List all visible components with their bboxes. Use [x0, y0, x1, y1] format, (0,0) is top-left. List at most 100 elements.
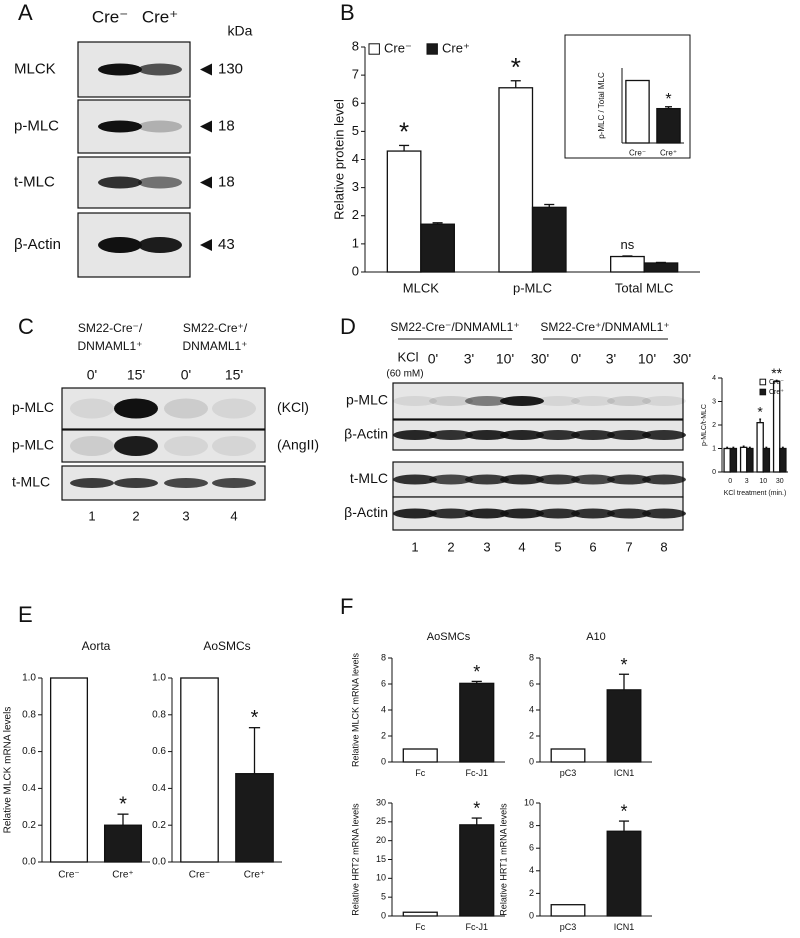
time-label: 15': [225, 367, 243, 383]
bar: [103, 824, 143, 863]
y-tick-label: 0.2: [152, 820, 166, 831]
lane-number: 1: [411, 539, 418, 554]
time-label: 0': [571, 351, 581, 367]
x-tick-label: ICN1: [614, 768, 635, 778]
band: [429, 474, 473, 485]
row-label: p-MLC: [14, 117, 59, 134]
lane-number: 2: [132, 508, 139, 523]
band: [465, 474, 509, 485]
band: [70, 436, 114, 456]
treatment-label: (AngII): [277, 437, 319, 453]
significance-label: ns: [621, 237, 635, 252]
y-tick-label: 1: [352, 235, 359, 250]
y-tick-label: 0.6: [22, 746, 36, 757]
bar: [756, 421, 764, 473]
chart-title: A10: [586, 631, 606, 643]
x-tick-label: 30: [776, 478, 784, 485]
panel-letter: F: [340, 594, 353, 619]
bar: [531, 206, 567, 273]
y-tick-label: 25: [376, 816, 386, 826]
y-tick-label: 5: [352, 123, 359, 138]
y-tick-label: 0.8: [152, 709, 166, 720]
x-tick-label: ICN1: [614, 922, 635, 932]
bar: [550, 748, 586, 763]
y-tick-label: 2: [381, 730, 386, 740]
y-tick-label: 0: [381, 910, 386, 920]
y-tick-label: 8: [381, 652, 386, 662]
y-tick-label: 0: [712, 469, 716, 476]
band: [429, 430, 473, 440]
lane-number: 3: [182, 508, 189, 523]
significance-label: *: [399, 117, 409, 147]
legend-swatch: [759, 378, 767, 386]
bar: [625, 79, 650, 144]
time-label: 15': [127, 367, 145, 383]
unit-label: kDa: [228, 23, 253, 39]
chart-title: Aorta: [82, 639, 111, 653]
band: [98, 120, 142, 133]
row-label: β-Actin: [344, 504, 388, 520]
error-bar: [765, 446, 768, 449]
bar: [779, 447, 787, 473]
x-tick-label: pC3: [560, 768, 577, 778]
legend-swatch: [759, 388, 767, 396]
error-bar: [432, 222, 443, 225]
x-tick-label: MLCK: [403, 280, 439, 295]
bar: [606, 689, 642, 763]
band: [642, 508, 686, 519]
time-label: 10': [496, 351, 514, 367]
error-bar: [399, 144, 410, 152]
y-tick-label: 6: [529, 678, 534, 688]
error-bar: [471, 817, 482, 825]
bar: [723, 447, 731, 473]
group-label: DNMAML1⁺: [182, 339, 247, 353]
bar: [402, 748, 438, 763]
size-arrow: [200, 120, 212, 133]
y-tick-label: 4: [712, 375, 716, 382]
band: [138, 120, 182, 133]
band: [607, 474, 651, 485]
legend-swatch: [426, 43, 438, 55]
y-axis-label: Relative protein level: [331, 99, 346, 220]
x-tick-label: 3: [745, 478, 749, 485]
bar: [235, 773, 274, 863]
significance-label: *: [620, 802, 627, 822]
bar: [656, 107, 681, 144]
y-axis-label: p-MLC / Total MLC: [597, 72, 606, 139]
significance-label: *: [119, 793, 127, 815]
size-arrow: [200, 63, 212, 76]
error-bar: [618, 820, 630, 832]
time-label: 0': [428, 351, 438, 367]
row-label: p-MLC: [346, 392, 388, 408]
y-axis-label: Relative HRT2 mRNA levels: [350, 803, 360, 916]
band: [393, 430, 437, 440]
legend-label: Cre⁻: [769, 379, 784, 386]
y-tick-label: 30: [376, 797, 386, 807]
band: [138, 63, 182, 76]
legend-swatch: [368, 43, 380, 55]
band: [164, 398, 208, 419]
significance-label: *: [473, 799, 480, 819]
x-tick-label: Fc-J1: [466, 922, 489, 932]
bar: [49, 677, 89, 863]
band: [429, 508, 473, 519]
band: [642, 396, 686, 406]
legend-label: Cre⁺: [769, 389, 784, 396]
band: [212, 478, 256, 488]
bar: [459, 824, 495, 917]
y-tick-label: 0.4: [22, 783, 36, 794]
significance-label: *: [757, 404, 763, 420]
size-label: 130: [218, 60, 243, 77]
y-tick-label: 0: [529, 910, 534, 920]
lane-number: 3: [483, 539, 490, 554]
y-tick-label: 6: [381, 678, 386, 688]
row-label: p-MLC: [12, 399, 54, 415]
y-tick-label: 4: [381, 704, 386, 714]
x-axis-label: KCl treatment (min.): [724, 490, 787, 497]
y-tick-label: 10: [524, 797, 534, 807]
significance-label: *: [620, 655, 627, 675]
bar: [498, 87, 534, 273]
y-tick-label: 0.0: [22, 857, 36, 868]
band: [465, 430, 509, 440]
y-tick-label: 1.0: [22, 673, 36, 684]
